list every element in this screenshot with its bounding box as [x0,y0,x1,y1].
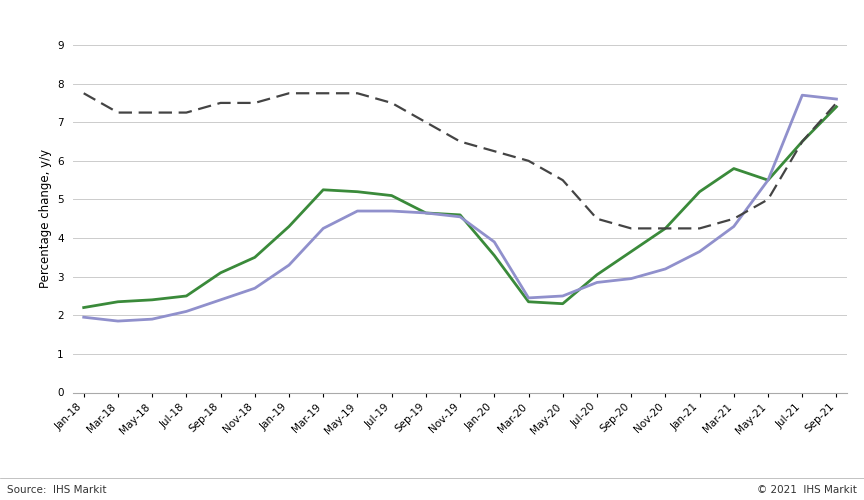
Core CPI [250,285,260,291]
Text: Source:  IHS Markit: Source: IHS Markit [7,485,106,495]
Core CPI [524,295,534,301]
Core CPI [489,239,499,245]
CPI [215,270,226,276]
Policy Rate [353,90,363,96]
CPI [318,187,328,193]
Policy Rate [763,196,773,202]
Policy Rate [250,100,260,106]
Core CPI [283,262,294,268]
CPI [524,299,534,305]
CPI [728,166,739,172]
Core CPI [728,224,739,230]
Policy Rate [181,110,192,116]
CPI [181,293,192,299]
Line: Policy Rate: Policy Rate [84,94,836,228]
Core CPI [626,276,637,281]
Line: Core CPI: Core CPI [84,95,836,321]
CPI [421,210,431,216]
Policy Rate [660,226,670,232]
Policy Rate [318,90,328,96]
Y-axis label: Percentage change, y/y: Percentage change, y/y [39,149,52,288]
CPI [353,188,363,194]
CPI [454,212,465,218]
Policy Rate [557,177,568,183]
CPI [79,304,89,310]
Line: CPI: CPI [84,107,836,308]
Core CPI [831,96,842,102]
Core CPI [763,177,773,183]
Core CPI [660,266,670,272]
Policy Rate [147,110,157,116]
Policy Rate [386,100,397,106]
Core CPI [421,210,431,216]
Text: Both core and headline CPIs remain well over 4% CBR target: Both core and headline CPIs remain well … [10,16,512,32]
Policy Rate [421,119,431,125]
Policy Rate [797,138,808,144]
Policy Rate [215,100,226,106]
Policy Rate [283,90,294,96]
CPI [831,104,842,110]
Core CPI [215,297,226,303]
Core CPI [353,208,363,214]
Text: © 2021  IHS Markit: © 2021 IHS Markit [757,485,857,495]
Policy Rate [831,100,842,106]
Core CPI [181,308,192,314]
Policy Rate [728,216,739,222]
Policy Rate [79,90,89,96]
CPI [592,272,602,278]
Policy Rate [592,216,602,222]
Core CPI [797,92,808,98]
Policy Rate [626,226,637,232]
CPI [763,177,773,183]
Core CPI [454,214,465,220]
CPI [250,254,260,260]
Core CPI [592,280,602,285]
CPI [112,299,123,305]
Core CPI [557,293,568,299]
CPI [147,297,157,303]
Core CPI [79,314,89,320]
Core CPI [695,248,705,254]
CPI [386,192,397,198]
Core CPI [318,226,328,232]
Policy Rate [695,226,705,232]
CPI [283,224,294,230]
Policy Rate [524,158,534,164]
Policy Rate [489,148,499,154]
Core CPI [386,208,397,214]
CPI [695,188,705,194]
Core CPI [112,318,123,324]
Core CPI [147,316,157,322]
CPI [660,226,670,232]
CPI [626,248,637,254]
Policy Rate [454,138,465,144]
Policy Rate [112,110,123,116]
CPI [557,300,568,306]
CPI [489,252,499,258]
CPI [797,138,808,144]
